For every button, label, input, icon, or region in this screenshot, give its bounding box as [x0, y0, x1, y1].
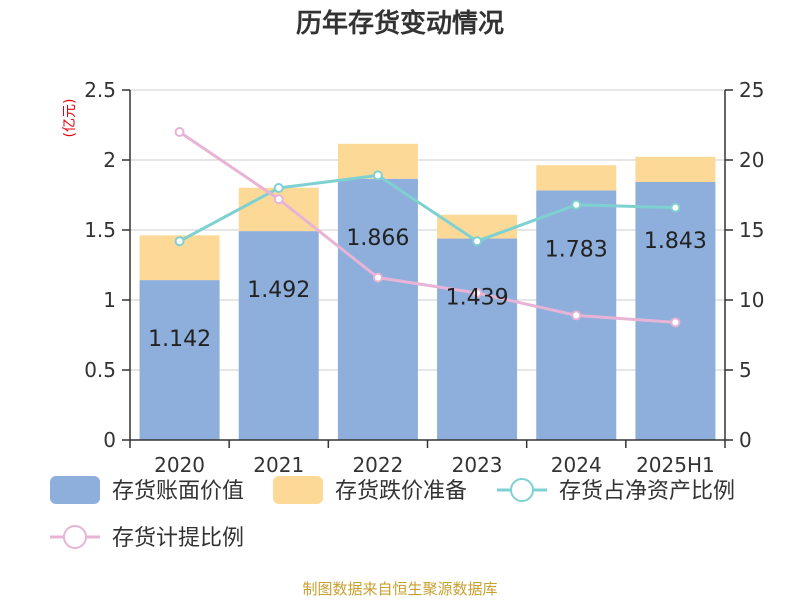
legend-label: 存货账面价值: [112, 479, 244, 504]
right-tick-label: 5: [739, 358, 752, 382]
line-point: [670, 317, 681, 328]
x-tick-label: 2023: [452, 453, 503, 477]
source-note: 制图数据来自恒生聚源数据库: [302, 580, 497, 598]
bar-value-label: 1.843: [644, 229, 707, 254]
right-tick-label: 10: [739, 288, 764, 312]
line-point: [273, 183, 284, 193]
left-tick-label: 0.5: [84, 358, 116, 382]
bar-value-label: 1.866: [346, 226, 409, 251]
chart-title: 历年存货变动情况: [296, 8, 504, 39]
line-provision-ratio: [178, 130, 676, 324]
axes: 0 0.5 1 1.5 2 2.5 0 5 10 15 20 25 2020 2021 2022 2023 20…: [84, 78, 764, 477]
left-tick-label: 0: [103, 428, 116, 452]
legend-swatch: [273, 476, 323, 504]
right-tick-label: 15: [739, 218, 764, 242]
line-point: [670, 202, 681, 213]
left-tick-label: 1: [103, 288, 116, 312]
line-point: [372, 272, 383, 283]
bar-value-label: 1.439: [446, 286, 509, 311]
right-tick-label: 20: [739, 148, 764, 172]
lines: [174, 127, 681, 328]
left-tick-label: 2: [103, 148, 116, 172]
right-tick-label: 0: [739, 428, 752, 452]
line-point: [571, 199, 582, 210]
bar-book-value: [337, 178, 418, 440]
line-point: [372, 170, 383, 181]
bars: [139, 143, 716, 441]
left-axis-unit: (亿元): [62, 99, 78, 138]
bar-impairment-provision: [635, 156, 716, 182]
legend-marker: [510, 478, 534, 502]
legend-label: 存货跌价准备: [335, 479, 467, 504]
bar-book-value: [437, 238, 518, 440]
bar-impairment-provision: [536, 165, 617, 191]
x-tick-label: 2024: [551, 453, 602, 477]
x-tick-label: 2021: [253, 453, 304, 477]
bar-value-label: 1.783: [545, 237, 608, 262]
legend-label: 存货计提比例: [112, 526, 244, 551]
data-labels: 1.142 1.492 1.866 1.439 1.783 1.843: [148, 226, 707, 352]
line-point: [174, 127, 185, 137]
right-tick-label: 25: [739, 78, 764, 102]
left-tick-label: 2.5: [84, 78, 116, 102]
bar-book-value: [238, 231, 319, 440]
line-net-asset-ratio: [178, 173, 676, 243]
bar-book-value: [139, 280, 220, 440]
grid-lines: [130, 89, 725, 371]
legend-label: 存货占净资产比例: [559, 479, 735, 504]
bar-value-label: 1.142: [148, 327, 211, 352]
left-tick-label: 1.5: [84, 218, 116, 242]
bar-value-label: 1.492: [247, 278, 310, 303]
line-point: [273, 194, 284, 205]
legend-marker: [63, 525, 87, 549]
bar-impairment-provision: [437, 214, 518, 239]
legend-swatch: [50, 476, 100, 504]
bar-book-value: [635, 181, 716, 441]
line-point: [571, 310, 582, 321]
x-tick-label: 2022: [352, 453, 403, 477]
x-tick-label: 2020: [154, 453, 205, 477]
line-point: [174, 236, 185, 247]
x-tick-label: 2025H1: [636, 453, 715, 477]
line-point: [472, 236, 483, 247]
line-point: [472, 288, 483, 298]
